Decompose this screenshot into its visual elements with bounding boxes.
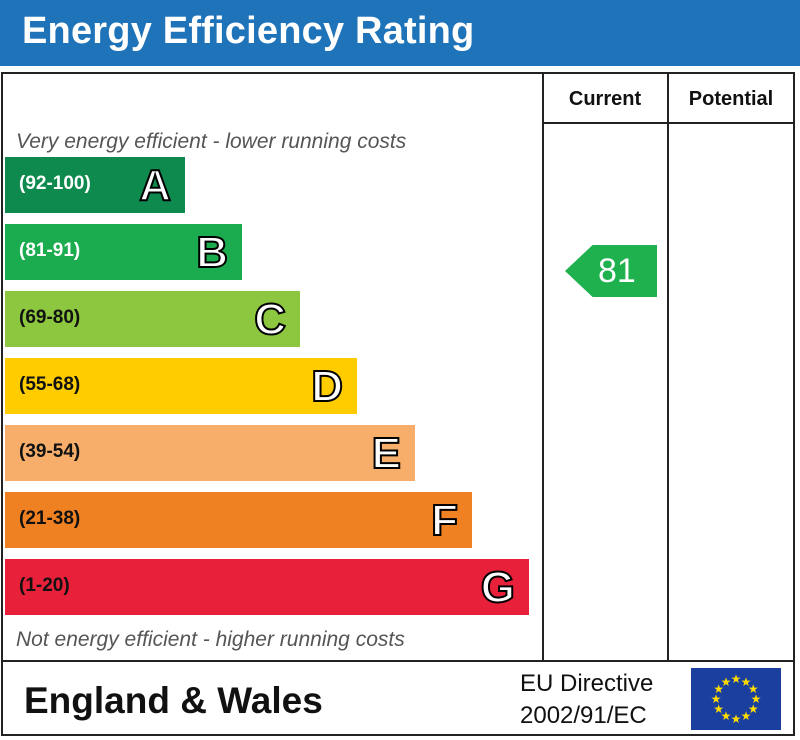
bottom-note: Not energy efficient - higher running co… (16, 628, 405, 651)
band-letter: B (195, 227, 229, 278)
band-range: (1-20) (19, 575, 70, 596)
band-f: (21-38) F (5, 492, 472, 548)
band-letter: E (371, 428, 402, 479)
eu-star-icon: ★ (730, 672, 742, 686)
band-range: (92-100) (19, 173, 91, 194)
eu-star-icon: ★ (720, 674, 732, 689)
eu-star-icon: ★ (740, 674, 752, 689)
column-header-divider (542, 122, 795, 124)
eu-star-icon: ★ (730, 712, 742, 726)
top-note: Very energy efficient - lower running co… (16, 130, 407, 153)
band-b: (81-91) B (5, 224, 242, 280)
footer-divider (1, 660, 795, 662)
eu-star-icon: ★ (713, 702, 725, 716)
current-rating-value: 81 (598, 252, 636, 290)
rating-frame (1, 72, 795, 736)
band-a: (92-100) A (5, 157, 185, 213)
band-letter: D (310, 361, 344, 412)
eu-star-icon: ★ (750, 692, 762, 706)
band-range: (39-54) (19, 441, 81, 462)
footer-region: England & Wales (24, 680, 323, 721)
band-e: (39-54) E (5, 425, 415, 481)
band-letter: C (253, 294, 287, 345)
column-header-current: Current (568, 88, 642, 110)
page-title: Energy Efficiency Rating (22, 10, 475, 52)
column-header-potential: Potential (688, 88, 774, 110)
eu-star-icon: ★ (720, 709, 732, 724)
band-c: (69-80) C (5, 291, 300, 347)
column-divider-current (542, 72, 544, 662)
eu-directive-number: 2002/91/EC (520, 702, 647, 729)
eu-star-icon: ★ (713, 682, 725, 696)
band-range: (55-68) (19, 374, 81, 395)
band-g: (1-20) G (5, 559, 529, 615)
eu-flag-icon: ★ ★ ★ ★ ★ ★ ★ ★ ★ ★ ★ ★ (691, 668, 781, 730)
header-banner: Energy Efficiency Rating (0, 0, 800, 66)
eu-directive-label: EU Directive (520, 670, 654, 697)
band-letter: G (480, 562, 516, 613)
band-range: (81-91) (19, 240, 81, 261)
band-range: (69-80) (19, 307, 81, 328)
eu-star-icon: ★ (710, 692, 722, 706)
band-letter: F (430, 495, 459, 546)
band-letter: A (138, 160, 172, 211)
band-d: (55-68) D (5, 358, 357, 414)
eu-star-icon: ★ (740, 709, 752, 724)
eu-star-icon: ★ (747, 702, 759, 716)
band-range: (21-38) (19, 508, 81, 529)
current-rating-arrow: 81 (565, 245, 657, 297)
column-divider-potential (667, 72, 669, 662)
eu-star-icon: ★ (747, 682, 759, 696)
